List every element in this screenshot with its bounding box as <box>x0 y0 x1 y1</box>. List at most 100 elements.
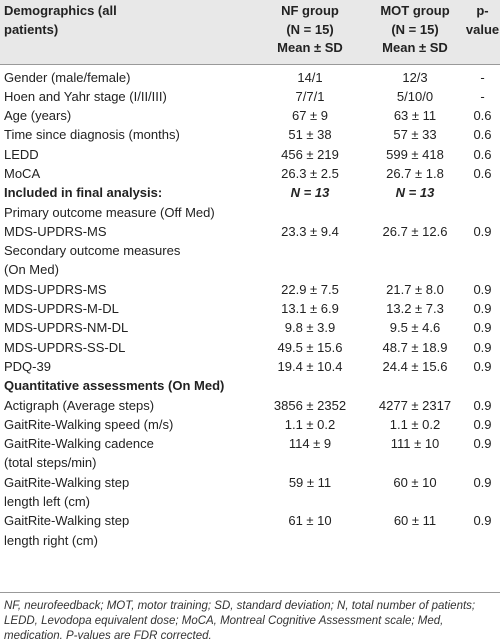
header-text: NF group <box>281 3 339 18</box>
header-text: value <box>465 21 500 37</box>
label-text: Primary outcome measure (Off Med) <box>4 204 215 220</box>
value-cell: 111 ± 10 <box>365 434 465 473</box>
cell-value: 48.7 ± 18.9 <box>382 339 448 355</box>
cell-value: 0.9 <box>473 320 492 336</box>
value-cell: 0.6 <box>465 164 500 183</box>
row-label: GaitRite-Walking cadence (total steps/min… <box>0 434 255 473</box>
value-cell: 0.9 <box>465 299 500 318</box>
value-cell: 14/1 <box>255 68 365 87</box>
cell-value: 26.7 ± 1.8 <box>386 165 444 181</box>
table-row: MDS-UPDRS-NM-DL 9.8 ± 3.9 9.5 ± 4.6 0.9 <box>0 318 500 337</box>
value-cell: 21.7 ± 8.0 <box>365 280 465 299</box>
table-row: PDQ-39 19.4 ± 10.4 24.4 ± 15.6 0.9 <box>0 357 500 376</box>
value-cell: 63 ± 11 <box>365 106 465 125</box>
header-text: Mean ± SD <box>382 40 448 55</box>
value-cell: N = 13 <box>255 183 365 202</box>
value-cell: 0.9 <box>465 473 500 512</box>
label-text: Age (years) <box>4 108 72 124</box>
value-cell: 0.9 <box>465 415 500 434</box>
label-text: MDS-UPDRS-M-DL <box>4 301 119 317</box>
value-cell <box>465 203 500 222</box>
value-cell: 23.3 ± 9.4 <box>255 222 365 241</box>
cell-value: 0.9 <box>473 397 492 413</box>
cell-value: 1.1 ± 0.2 <box>389 416 441 432</box>
table-row: Quantitative assessments (On Med) <box>0 376 500 395</box>
cell-value: 57 ± 33 <box>393 127 437 143</box>
row-label: MDS-UPDRS-MS <box>0 280 255 299</box>
value-cell: 5/10/0 <box>365 87 465 106</box>
cell-value: - <box>480 88 485 104</box>
cell-value: 0.9 <box>473 281 492 297</box>
row-label: LEDD <box>0 145 255 164</box>
table-row: Included in final analysis: N = 13 N = 13 <box>0 183 500 202</box>
value-cell: 49.5 ± 15.6 <box>255 338 365 357</box>
value-cell: 0.9 <box>465 396 500 415</box>
value-cell: 26.3 ± 2.5 <box>255 164 365 183</box>
cell-value: 61 ± 10 <box>288 513 332 529</box>
row-label: GaitRite-Walking step length right (cm) <box>0 511 255 550</box>
table-row: Hoen and Yahr stage (I/II/III) 7/7/1 5/10/… <box>0 87 500 106</box>
table-row: MDS-UPDRS-MS 22.9 ± 7.5 21.7 ± 8.0 0.9 <box>0 280 500 299</box>
cell-value: 0.9 <box>473 513 492 529</box>
value-cell: - <box>465 87 500 106</box>
row-label: GaitRite-Walking speed (m/s) <box>0 415 255 434</box>
cell-value: N = 13 <box>290 185 330 201</box>
cell-value: 599 ± 418 <box>386 146 444 162</box>
table-row: Actigraph (Average steps) 3856 ± 2352 4277… <box>0 396 500 415</box>
value-cell <box>255 203 365 222</box>
row-label: MDS-UPDRS-SS-DL <box>0 338 255 357</box>
value-cell: 12/3 <box>365 68 465 87</box>
cell-value: 1.1 ± 0.2 <box>284 416 336 432</box>
header-cell: Demographics (all patients) <box>0 2 255 58</box>
label-text: (total steps/min) <box>4 455 97 471</box>
value-cell: 0.9 <box>465 357 500 376</box>
value-cell: N = 13 <box>365 183 465 202</box>
cell-value: 26.7 ± 12.6 <box>382 223 448 239</box>
value-cell <box>255 241 365 280</box>
header-cell: NF group (N = 15) Mean ± SD <box>255 2 365 58</box>
label-text: MDS-UPDRS-NM-DL <box>4 320 129 336</box>
label-text: (On Med) <box>4 262 59 278</box>
value-cell: 0.9 <box>465 318 500 337</box>
value-cell <box>255 376 365 395</box>
cell-value: 0.9 <box>473 301 492 317</box>
label-text: MDS-UPDRS-SS-DL <box>4 339 126 355</box>
footnote: NF, neurofeedback; MOT, motor training; … <box>0 592 500 644</box>
value-cell: 9.8 ± 3.9 <box>255 318 365 337</box>
value-cell: 0.6 <box>465 145 500 164</box>
label-text: GaitRite-Walking step <box>4 474 130 490</box>
value-cell: 57 ± 33 <box>365 125 465 144</box>
row-label: Secondary outcome measures (On Med) <box>0 241 255 280</box>
cell-value: 12/3 <box>402 69 428 85</box>
row-label: PDQ-39 <box>0 357 255 376</box>
cell-value: 0.6 <box>473 127 492 143</box>
cell-value: 0.9 <box>473 223 492 239</box>
label-text: PDQ-39 <box>4 358 51 374</box>
row-label: Age (years) <box>0 106 255 125</box>
value-cell: 0.6 <box>465 106 500 125</box>
cell-value: 60 ± 10 <box>393 474 437 490</box>
value-cell: 3856 ± 2352 <box>255 396 365 415</box>
row-label: MDS-UPDRS-NM-DL <box>0 318 255 337</box>
cell-value: 456 ± 219 <box>281 146 339 162</box>
value-cell: 0.9 <box>465 434 500 473</box>
value-cell: - <box>465 68 500 87</box>
cell-value: 4277 ± 2317 <box>378 397 452 413</box>
label-text: MDS-UPDRS-MS <box>4 223 107 239</box>
cell-value: 0.9 <box>473 416 492 432</box>
row-label: Gender (male/female) <box>0 68 255 87</box>
label-text: LEDD <box>4 146 39 162</box>
row-label: Time since diagnosis (months) <box>0 125 255 144</box>
cell-value: 59 ± 11 <box>288 474 332 490</box>
label-text: Actigraph (Average steps) <box>4 397 155 413</box>
header-text: p- <box>476 3 489 18</box>
table-row: LEDD 456 ± 219 599 ± 418 0.6 <box>0 145 500 164</box>
cell-value: 0.6 <box>473 165 492 181</box>
cell-value: 111 ± 10 <box>390 436 440 452</box>
cell-value: 49.5 ± 15.6 <box>277 339 343 355</box>
cell-value: 3856 ± 2352 <box>273 397 347 413</box>
value-cell: 67 ± 9 <box>255 106 365 125</box>
label-text: Hoen and Yahr stage (I/II/III) <box>4 88 167 104</box>
label-text: Gender (male/female) <box>4 69 131 85</box>
